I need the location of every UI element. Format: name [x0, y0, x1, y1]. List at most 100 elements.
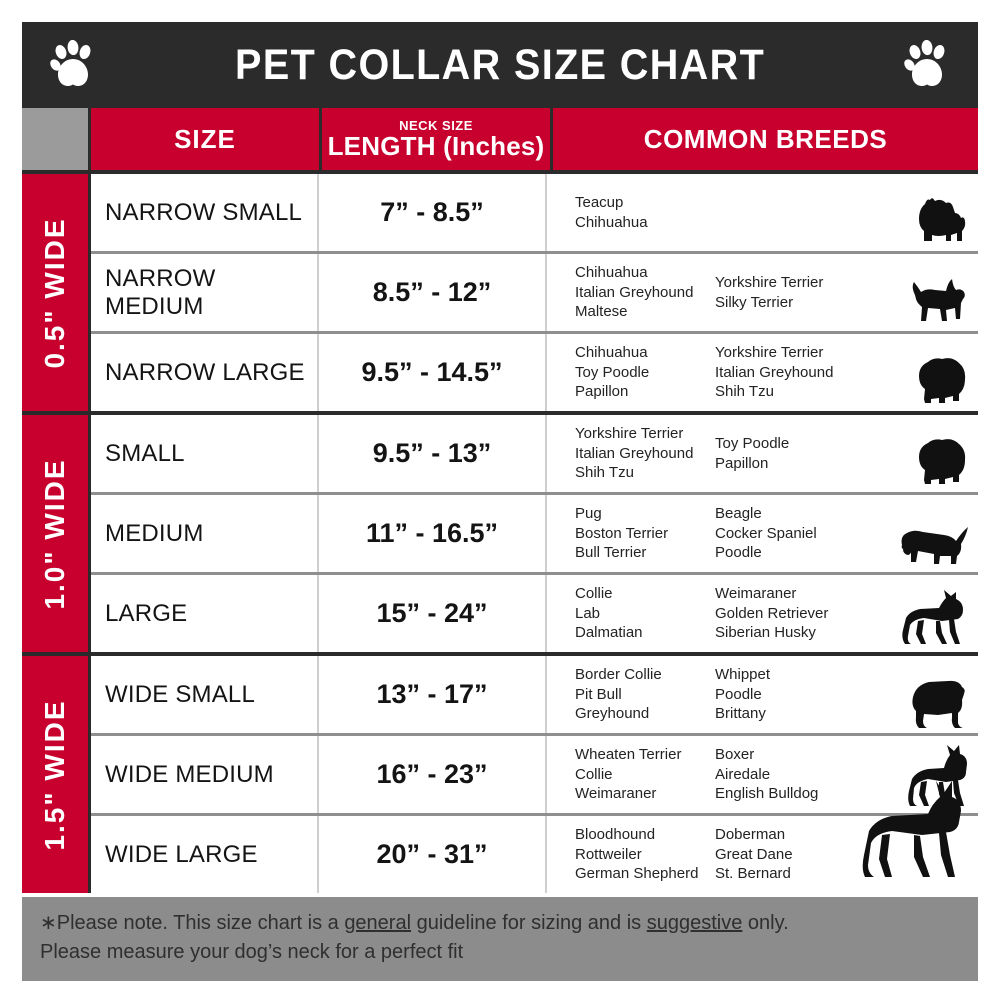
breed-item: Boxer: [715, 745, 755, 763]
cell-neck-length: 9.5” - 13”: [319, 415, 547, 492]
breed-item: Border Collie: [575, 665, 662, 683]
breed-item: Teacup: [575, 193, 624, 211]
breed-item: Chihuahua: [575, 213, 648, 231]
breed-item: St. Bernard: [715, 865, 791, 883]
cell-size-name: LARGE: [91, 575, 319, 652]
cell-size-name: SMALL: [91, 415, 319, 492]
group-width-label-text: 1.0" WIDE: [39, 457, 70, 610]
group-width-label: 1.5" WIDE: [22, 656, 88, 893]
group-width-label-text: 0.5" WIDE: [39, 216, 70, 369]
table-row: NARROW LARGE 9.5” - 14.5” Chihuahua Toy Poo…: [91, 334, 978, 411]
boxer-silhouette-icon: [902, 743, 972, 811]
cell-neck-length: 16” - 23”: [319, 736, 547, 813]
breed-item: Silky Terrier: [715, 293, 794, 311]
group-width-label: 0.5" WIDE: [22, 174, 88, 411]
breed-item: Airedale: [715, 765, 771, 783]
breed-item: Collie: [575, 584, 613, 602]
cell-neck-length: 8.5” - 12”: [319, 254, 547, 331]
breed-item: Pit Bull: [575, 685, 622, 703]
breed-item: Bull Terrier: [575, 544, 647, 562]
cell-size-name: WIDE MEDIUM: [91, 736, 319, 813]
breed-list-col2: Beagle Cocker Spaniel Poodle: [715, 504, 855, 563]
breed-item: Greyhound: [575, 705, 650, 723]
cell-size-name: NARROW LARGE: [91, 334, 319, 411]
shih-tzu-silhouette-icon: [912, 434, 972, 490]
breed-item: English Bulldog: [715, 785, 819, 803]
cell-neck-length: 15” - 24”: [319, 575, 547, 652]
footer-underline-general: general: [344, 912, 412, 934]
footer-underline-suggestive: suggestive: [646, 912, 743, 934]
table-row: NARROW SMALL 7” - 8.5” Teacup Chihuahua: [91, 174, 978, 254]
cell-size-name: NARROW MEDIUM: [91, 254, 319, 331]
group-rows: WIDE SMALL 13” - 17” Border Collie Pit Bull…: [91, 656, 978, 893]
size-group: 0.5" WIDE NARROW SMALL 7” - 8.5” Teacup Chih…: [22, 174, 978, 411]
breed-item: Collie: [575, 765, 613, 783]
cell-common-breeds: Chihuahua Toy Poodle Papillon Yorkshire Ter…: [547, 334, 978, 411]
breed-item: Italian Greyhound: [575, 444, 694, 462]
cell-common-breeds: Wheaten Terrier Collie Weimaraner Boxer Aire…: [547, 736, 978, 813]
breed-item: Cocker Spaniel: [715, 524, 817, 542]
table-row: LARGE 15” - 24” Collie Lab Dalmatian Weimaran…: [91, 575, 978, 652]
footer-text-a: ∗Please note. This size chart is a: [40, 912, 345, 934]
breed-item: Siberian Husky: [715, 624, 816, 642]
chart-title-bar: PET COLLAR SIZE CHART: [22, 22, 978, 108]
breed-list-col1: Collie Lab Dalmatian: [575, 584, 715, 643]
breed-item: Rottweiler: [575, 845, 642, 863]
cell-size-name: WIDE LARGE: [91, 816, 319, 893]
breed-list-col1: Border Collie Pit Bull Greyhound: [575, 665, 715, 724]
breed-item: Poodle: [715, 685, 762, 703]
breed-item: Dalmatian: [575, 624, 643, 642]
cell-common-breeds: Chihuahua Italian Greyhound Maltese Yorkshi…: [547, 254, 978, 331]
table-row: WIDE MEDIUM 16” - 23” Wheaten Terrier Colli…: [91, 736, 978, 816]
breed-item: Poodle: [715, 544, 762, 562]
cell-size-name: MEDIUM: [91, 495, 319, 572]
shih-tzu-silhouette-icon: [912, 353, 972, 409]
table-body: 0.5" WIDE NARROW SMALL 7” - 8.5” Teacup Chih…: [22, 174, 978, 893]
group-rows: NARROW SMALL 7” - 8.5” Teacup Chihuahua NARR…: [91, 174, 978, 411]
breed-list-col1: Chihuahua Toy Poodle Papillon: [575, 343, 715, 402]
group-rows: SMALL 9.5” - 13” Yorkshire Terrier Italian …: [91, 415, 978, 652]
breed-item: Lab: [575, 604, 601, 622]
beagle-silhouette-icon: [896, 518, 972, 570]
size-table: SIZE NECK SIZE LENGTH (Inches) COMMON BR…: [22, 108, 978, 893]
page-title: PET COLLAR SIZE CHART: [234, 40, 766, 89]
column-header-breeds: COMMON BREEDS: [553, 108, 978, 170]
cell-common-breeds: Collie Lab Dalmatian Weimaraner Golden Retri…: [547, 575, 978, 652]
breed-list-col1: Teacup Chihuahua: [575, 193, 715, 233]
breed-item: Weimaraner: [575, 785, 657, 803]
footer-line-2: Please measure your dog’s neck for a per…: [40, 941, 464, 963]
size-group: 1.0" WIDE SMALL 9.5” - 13” Yorkshire Terrie…: [22, 415, 978, 652]
chihuahua-silhouette-icon: [906, 275, 972, 329]
breed-list-col2: Doberman Great Dane St. Bernard: [715, 825, 855, 884]
breed-list-col2: Boxer Airedale English Bulldog: [715, 745, 855, 804]
table-row: MEDIUM 11” - 16.5” Pug Boston Terrier Bull T…: [91, 495, 978, 575]
paw-print-icon: [904, 39, 950, 90]
group-width-label-text: 1.5" WIDE: [39, 698, 70, 851]
breed-item: Whippet: [715, 665, 771, 683]
table-row: SMALL 9.5” - 13” Yorkshire Terrier Italian …: [91, 415, 978, 495]
cell-common-breeds: Yorkshire Terrier Italian Greyhound Shih T…: [547, 415, 978, 492]
header-corner-cell: [22, 108, 88, 170]
breed-item: Papillon: [575, 383, 629, 401]
breed-list-col1: Yorkshire Terrier Italian Greyhound Shih T…: [575, 424, 715, 483]
breed-item: Italian Greyhound: [575, 283, 694, 301]
table-row: WIDE SMALL 13” - 17” Border Collie Pit Bull…: [91, 656, 978, 736]
table-row: WIDE LARGE 20” - 31” Bloodhound Rottweiler G…: [91, 781, 978, 893]
breed-item: Italian Greyhound: [715, 363, 834, 381]
column-header-length: NECK SIZE LENGTH (Inches): [322, 108, 550, 170]
cell-size-name: NARROW SMALL: [91, 174, 319, 251]
breed-item: Yorkshire Terrier: [715, 343, 824, 361]
breed-list-col1: Chihuahua Italian Greyhound Maltese: [575, 263, 715, 322]
cell-neck-length: 9.5” - 14.5”: [319, 334, 547, 411]
footer-line-1: ∗Please note. This size chart is a gener…: [40, 909, 960, 938]
breed-list-col1: Pug Boston Terrier Bull Terrier: [575, 504, 715, 563]
shepherd-silhouette-icon: [898, 588, 972, 650]
group-width-label: 1.0" WIDE: [22, 415, 88, 652]
cell-neck-length: 7” - 8.5”: [319, 174, 547, 251]
size-group: 1.5" WIDE WIDE SMALL 13” - 17” Border Colli…: [22, 656, 978, 893]
breed-item: Papillon: [715, 454, 769, 472]
cell-common-breeds: Pug Boston Terrier Bull Terrier Beagle Cocke…: [547, 495, 978, 572]
breed-list-col2: Weimaraner Golden Retriever Siberian Husky: [715, 584, 855, 643]
breed-item: Great Dane: [715, 845, 793, 863]
cell-neck-length: 13” - 17”: [319, 656, 547, 733]
